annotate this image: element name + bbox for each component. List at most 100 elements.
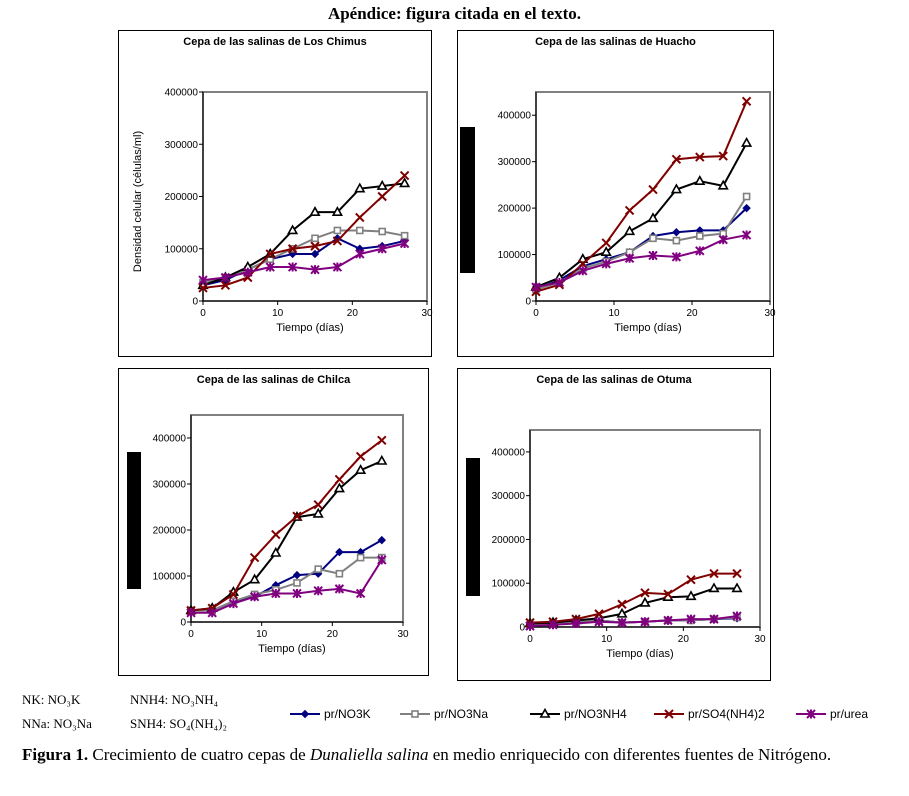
data-point-pr-so4-nh4-2 (617, 599, 627, 609)
legend-label: pr/NO3K (324, 707, 371, 721)
data-point-pr-no3nh4 (376, 454, 388, 465)
legend-entry-pr-no3k: pr/NO3K (290, 707, 371, 721)
y-tick-label: 0 (525, 297, 531, 308)
data-point-pr-urea (355, 588, 366, 599)
data-point-pr-so4-nh4-2 (249, 552, 260, 563)
data-point-pr-so4-nh4-2 (624, 205, 635, 216)
caption-species: Dunaliella salina (309, 745, 429, 764)
note-nnh4: NNH4: NO₃NH₄ (130, 692, 219, 707)
data-point-pr-no3nh4 (717, 179, 729, 190)
data-point-pr-so4-nh4-2 (640, 588, 650, 598)
data-point-pr-so4-nh4-2 (334, 474, 345, 485)
data-point-pr-no3nh4 (600, 246, 612, 257)
data-point-pr-so4-nh4-2 (377, 435, 387, 446)
series-line-pr-so4-nh4-2 (529, 572, 737, 624)
data-point-pr-so4-nh4-2 (332, 236, 343, 246)
y-tick-label: 100000 (165, 244, 199, 255)
legend-svg: pr/NO3K pr/NO3Na pr/NO3NH4 pr/SO4(NH4)2 pr/u… (290, 707, 868, 721)
data-point-pr-urea (220, 272, 231, 283)
data-point-pr-no3k (672, 228, 681, 237)
series-line-pr-so4-nh4-2 (202, 174, 406, 289)
data-point-pr-urea (186, 608, 196, 618)
chart-title: Cepa de las salinas de Los Chimus (183, 36, 366, 48)
data-point-pr-urea (265, 262, 275, 272)
note-snh4: SNH4: SO₄(NH₄)₂ (130, 716, 228, 731)
data-point-pr-urea (718, 234, 728, 245)
data-point-pr-no3na (333, 226, 342, 235)
series-line-pr-urea (191, 559, 383, 614)
series-pr-no3nh4 (530, 136, 753, 291)
data-point-pr-urea (198, 275, 208, 285)
legend-entry-pr-no3nh4: pr/NO3NH4 (530, 707, 627, 721)
legend-entry-pr-no3na: pr/NO3Na (400, 707, 488, 721)
data-point-pr-so4-nh4-2 (310, 241, 320, 251)
data-point-pr-no3nh4 (354, 182, 366, 193)
data-point-pr-so4-nh4-2 (271, 529, 281, 540)
x-tick-label: 10 (272, 308, 284, 319)
data-point-pr-urea (686, 614, 696, 624)
series-pr-urea (186, 555, 387, 618)
caption-text-2: en medio enriquecido con diferentes fuen… (428, 745, 832, 764)
data-point-pr-no3na (293, 579, 301, 587)
data-point-pr-so4-nh4-2 (220, 280, 231, 291)
data-point-pr-no3na (696, 232, 704, 240)
data-point-pr-urea (741, 230, 752, 240)
y-tick-label: 200000 (165, 192, 199, 203)
data-point-pr-so4-nh4-2 (399, 170, 410, 181)
data-point-pr-so4-nh4-2 (695, 152, 705, 162)
data-point-pr-no3nh4 (685, 590, 697, 601)
series-line-pr-no3nh4 (529, 587, 737, 625)
legend-marker (664, 709, 674, 719)
data-point-pr-so4-nh4-2 (671, 154, 682, 165)
x-tick-label: 30 (764, 308, 776, 319)
data-point-pr-urea (554, 277, 565, 288)
data-point-pr-so4-nh4-2 (292, 511, 302, 521)
x-tick-label: 20 (686, 308, 698, 319)
data-point-pr-no3k (335, 547, 344, 557)
data-point-pr-no3nh4 (616, 607, 628, 618)
abbreviation-notes: NK: NO₃K NNH4: NO₃NH₄ NNa: NO₃Na SNH4: S… (22, 692, 312, 742)
data-point-pr-so4-nh4-2 (355, 212, 365, 223)
data-point-pr-no3na (400, 231, 409, 240)
data-point-pr-no3nh4 (639, 596, 651, 607)
x-tick-label: 30 (397, 629, 409, 640)
series-line-pr-no3na (202, 229, 405, 284)
data-point-pr-no3nh4 (647, 212, 659, 223)
chart-legend: pr/NO3K pr/NO3Na pr/NO3NH4 pr/SO4(NH4)2 pr/u… (286, 704, 886, 724)
data-point-pr-urea (594, 617, 604, 627)
y-tick-label: 400000 (165, 88, 199, 99)
chart-panel-los-chimus: Cepa de las salinas de Los Chimus 0 100000… (118, 30, 433, 357)
y-tick-label: 300000 (153, 480, 187, 491)
caption-text-1: Crecimiento de cuatro cepas de (88, 745, 310, 764)
data-point-pr-urea (732, 611, 742, 621)
data-point-pr-urea (334, 584, 345, 594)
y-axis-label: Densidad celular (células/ml) (132, 131, 144, 272)
x-tick-label: 30 (421, 308, 433, 319)
chart-title: Cepa de las salinas de Otuma (536, 374, 692, 386)
data-point-pr-no3na (335, 569, 344, 578)
page-header: Apéndice: figura citada en el texto. (327, 4, 582, 23)
data-point-pr-urea (624, 253, 635, 263)
x-tick-label: 20 (678, 634, 690, 645)
data-point-pr-no3nh4 (355, 464, 367, 474)
data-point-pr-so4-nh4-2 (313, 499, 323, 510)
x-tick-label: 0 (533, 308, 539, 319)
data-point-pr-urea (709, 614, 719, 624)
data-point-pr-no3nh4 (708, 582, 720, 593)
data-point-pr-so4-nh4-2 (377, 191, 387, 202)
legend-label: pr/NO3NH4 (564, 707, 627, 721)
y-tick-label: 400000 (492, 447, 526, 458)
x-tick-label: 10 (608, 308, 620, 319)
y-tick-label: 0 (180, 618, 186, 629)
data-point-pr-urea (287, 262, 298, 272)
legend-marker (300, 709, 310, 719)
chart-otuma: Cepa de las salinas de Otuma 0 100000 20000… (466, 374, 766, 660)
y-tick-label: 200000 (492, 535, 526, 546)
data-point-pr-urea (531, 282, 541, 292)
data-point-pr-so4-nh4-2 (198, 283, 208, 293)
data-point-pr-no3nh4 (331, 206, 343, 216)
series-pr-so4-nh4-2 (198, 170, 410, 293)
data-point-pr-urea (601, 259, 611, 269)
y-tick-label: 200000 (153, 526, 187, 537)
data-point-pr-so4-nh4-2 (709, 568, 719, 579)
